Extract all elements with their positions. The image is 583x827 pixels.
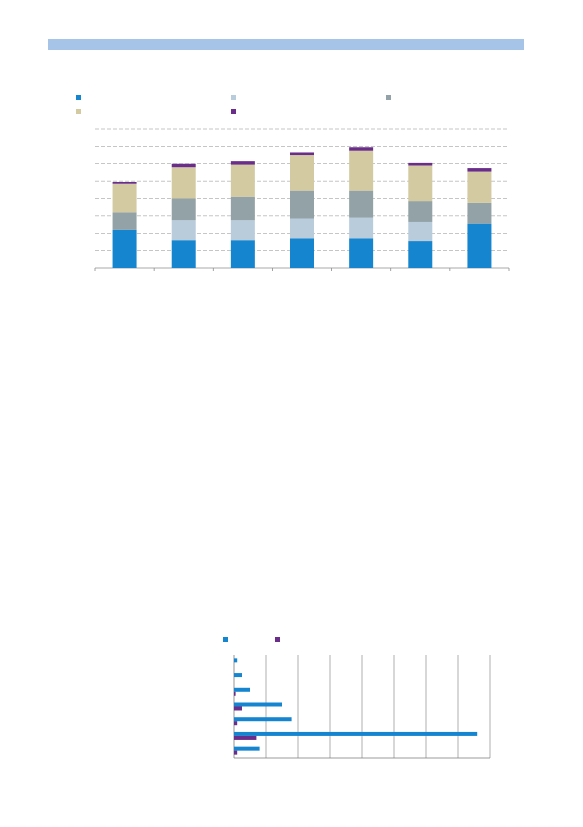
bar-segment-0-3 bbox=[112, 183, 137, 213]
bar-segment-3-1 bbox=[290, 218, 314, 239]
legend-swatch-blue bbox=[76, 95, 81, 100]
bar-segment-3-0 bbox=[290, 238, 314, 268]
bar-segment-1-2 bbox=[171, 198, 196, 221]
bar-segment-6-0 bbox=[467, 223, 492, 268]
hbar-5-0 bbox=[234, 731, 478, 736]
hbar-2-1 bbox=[234, 691, 236, 696]
hbar-0-0 bbox=[234, 658, 238, 663]
bar-segment-3-4 bbox=[290, 152, 314, 156]
bar-segment-5-1 bbox=[408, 221, 433, 242]
bar-segment-4-4 bbox=[349, 147, 374, 151]
legend-swatch-purple-2 bbox=[275, 637, 280, 642]
bar-segment-5-3 bbox=[408, 165, 433, 202]
bar-segment-0-4 bbox=[112, 181, 137, 184]
bar-segment-4-1 bbox=[349, 217, 374, 239]
bar-segment-1-3 bbox=[171, 167, 196, 199]
bar-segment-6-3 bbox=[467, 171, 492, 203]
hbar-6-0 bbox=[234, 746, 260, 751]
hbar-1-0 bbox=[234, 673, 242, 678]
bar-segment-5-2 bbox=[408, 201, 433, 222]
bar-segment-4-0 bbox=[349, 238, 374, 268]
bar-segment-1-1 bbox=[171, 220, 196, 241]
header-bar bbox=[48, 39, 524, 50]
bar-segment-2-1 bbox=[230, 220, 255, 241]
bar-segment-2-3 bbox=[230, 164, 255, 197]
legend-swatch-blue-2 bbox=[223, 637, 228, 642]
legend-swatch-purple bbox=[231, 109, 236, 114]
bar-segment-3-2 bbox=[290, 190, 314, 219]
bar-segment-2-2 bbox=[230, 196, 255, 221]
bar-segment-4-2 bbox=[349, 190, 374, 218]
legend-swatch-tan bbox=[76, 109, 81, 114]
hbar-3-0 bbox=[234, 702, 282, 707]
hbar-2-0 bbox=[234, 687, 250, 692]
legend-swatch-gray bbox=[386, 95, 391, 100]
hbar-3-1 bbox=[234, 706, 242, 711]
legend-swatch-lightblue bbox=[231, 95, 236, 100]
bar-segment-2-0 bbox=[230, 240, 255, 268]
bar-segment-6-4 bbox=[467, 168, 492, 172]
bar-segment-1-0 bbox=[171, 240, 196, 268]
bar-segment-5-0 bbox=[408, 241, 433, 268]
bar-segment-5-4 bbox=[408, 162, 433, 166]
bar-segment-2-4 bbox=[230, 161, 255, 165]
bar-segment-0-2 bbox=[112, 212, 137, 230]
hbar-6-1 bbox=[234, 750, 238, 755]
bar-segment-4-3 bbox=[349, 150, 374, 191]
hbar-4-0 bbox=[234, 717, 292, 722]
hbar-4-1 bbox=[234, 721, 238, 726]
hbar-5-1 bbox=[234, 735, 257, 740]
bar-segment-0-0 bbox=[112, 229, 137, 268]
bar-segment-6-2 bbox=[467, 202, 492, 224]
bar-segment-3-3 bbox=[290, 155, 314, 191]
bar-segment-1-4 bbox=[171, 163, 196, 168]
